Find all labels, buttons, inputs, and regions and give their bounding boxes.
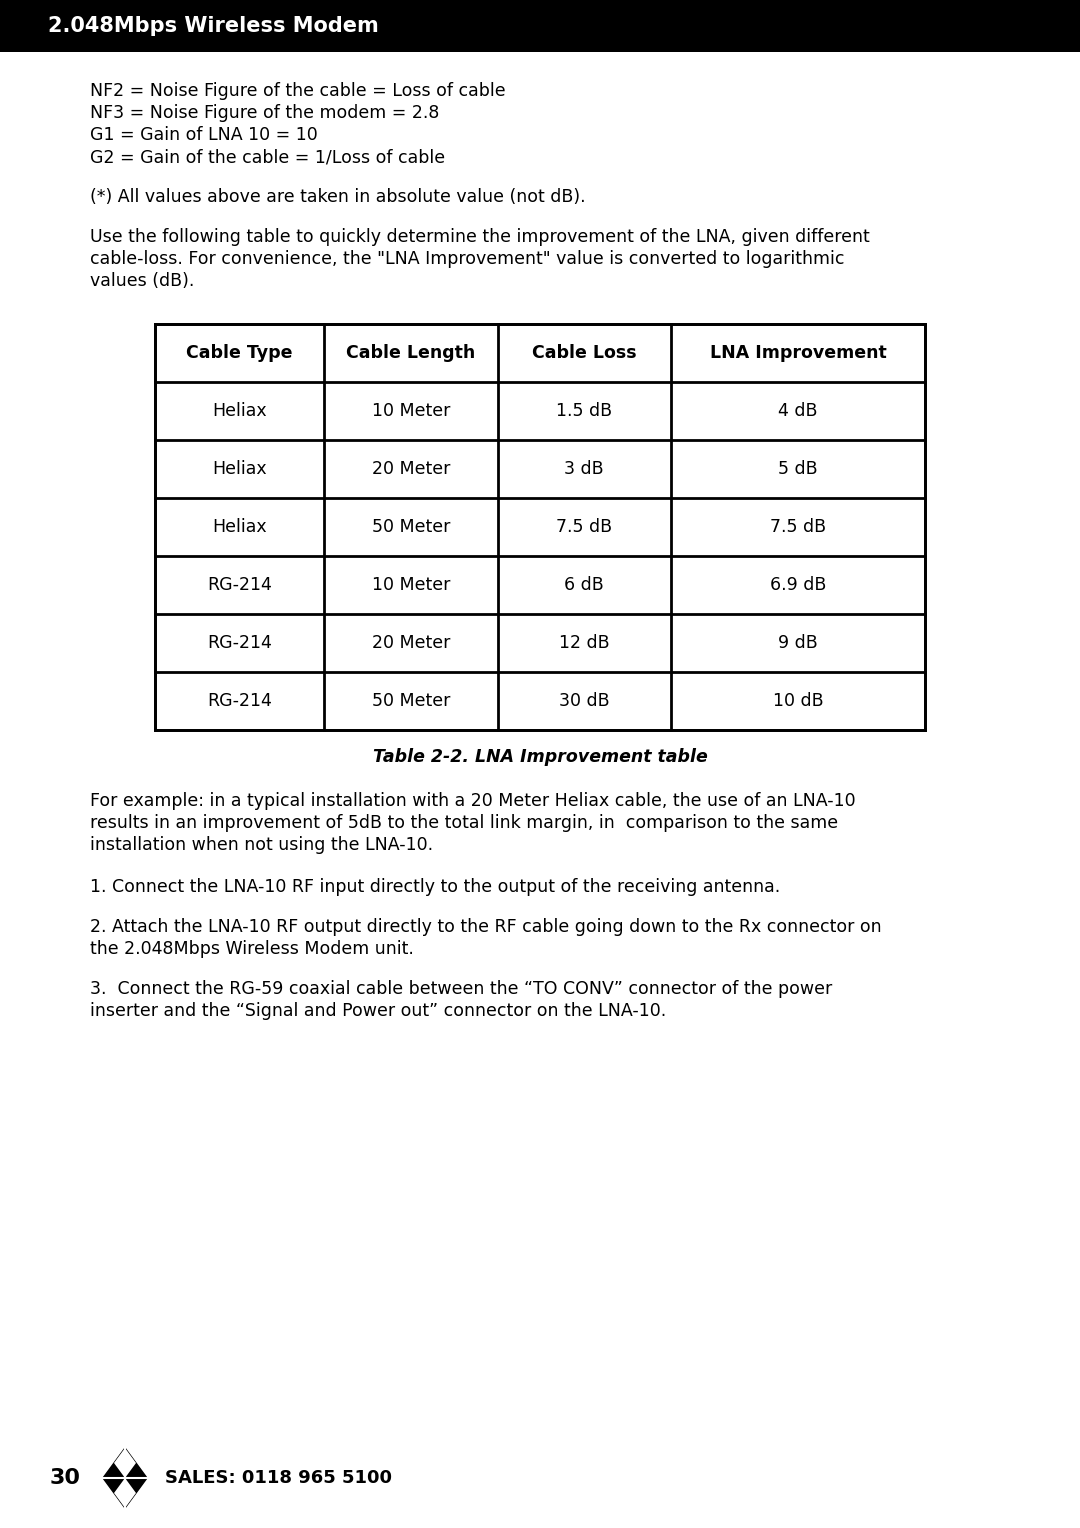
Text: 3 dB: 3 dB	[565, 460, 604, 478]
Text: Cable Length: Cable Length	[347, 344, 475, 362]
Text: 1. Connect the LNA-10 RF input directly to the output of the receiving antenna.: 1. Connect the LNA-10 RF input directly …	[90, 879, 780, 895]
Text: results in an improvement of 5dB to the total link margin, in  comparison to the: results in an improvement of 5dB to the …	[90, 814, 838, 833]
Text: 7.5 dB: 7.5 dB	[556, 518, 612, 536]
Text: 30 dB: 30 dB	[559, 692, 609, 711]
Text: SALES: 0118 965 5100: SALES: 0118 965 5100	[165, 1468, 392, 1487]
Bar	[0, 0, 1080, 52]
Text: G2 = Gain of the cable = 1/Loss of cable: G2 = Gain of the cable = 1/Loss of cable	[90, 148, 445, 167]
Text: RG-214: RG-214	[207, 634, 272, 652]
Text: 20 Meter: 20 Meter	[372, 634, 450, 652]
Text: 30: 30	[50, 1468, 81, 1488]
Text: NF3 = Noise Figure of the modem = 2.8: NF3 = Noise Figure of the modem = 2.8	[90, 104, 440, 122]
Text: 7.5 dB: 7.5 dB	[770, 518, 826, 536]
Text: installation when not using the LNA-10.: installation when not using the LNA-10.	[90, 836, 433, 854]
Text: 1.5 dB: 1.5 dB	[556, 402, 612, 420]
Text: Cable Loss: Cable Loss	[532, 344, 636, 362]
Text: 4 dB: 4 dB	[779, 402, 818, 420]
Text: 9 dB: 9 dB	[778, 634, 818, 652]
Text: LNA Improvement: LNA Improvement	[710, 344, 887, 362]
Text: For example: in a typical installation with a 20 Meter Heliax cable, the use of : For example: in a typical installation w…	[90, 792, 855, 810]
Polygon shape	[114, 1478, 136, 1508]
Text: inserter and the “Signal and Power out” connector on the LNA-10.: inserter and the “Signal and Power out” …	[90, 1002, 666, 1021]
Bar	[156, 324, 924, 730]
Text: 10 Meter: 10 Meter	[372, 576, 450, 594]
Text: values (dB).: values (dB).	[90, 272, 194, 290]
Text: 20 Meter: 20 Meter	[372, 460, 450, 478]
Text: 50 Meter: 50 Meter	[372, 518, 450, 536]
Text: NF2 = Noise Figure of the cable = Loss of cable: NF2 = Noise Figure of the cable = Loss o…	[90, 83, 505, 99]
Text: 2.048Mbps Wireless Modem: 2.048Mbps Wireless Modem	[48, 15, 379, 37]
Text: Cable Type: Cable Type	[187, 344, 293, 362]
Text: Use the following table to quickly determine the improvement of the LNA, given d: Use the following table to quickly deter…	[90, 228, 869, 246]
Text: 10 dB: 10 dB	[772, 692, 823, 711]
Text: RG-214: RG-214	[207, 692, 272, 711]
Text: G1 = Gain of LNA 10 = 10: G1 = Gain of LNA 10 = 10	[90, 125, 318, 144]
Text: 5 dB: 5 dB	[778, 460, 818, 478]
Polygon shape	[103, 1449, 147, 1508]
Text: 6 dB: 6 dB	[565, 576, 604, 594]
Text: 2. Attach the LNA-10 RF output directly to the RF cable going down to the Rx con: 2. Attach the LNA-10 RF output directly …	[90, 918, 881, 937]
Text: (*) All values above are taken in absolute value (not dB).: (*) All values above are taken in absolu…	[90, 188, 585, 206]
Text: Table 2-2. LNA Improvement table: Table 2-2. LNA Improvement table	[373, 749, 707, 766]
Text: RG-214: RG-214	[207, 576, 272, 594]
Text: Heliax: Heliax	[213, 460, 267, 478]
Text: 6.9 dB: 6.9 dB	[770, 576, 826, 594]
Text: Heliax: Heliax	[213, 518, 267, 536]
Text: the 2.048Mbps Wireless Modem unit.: the 2.048Mbps Wireless Modem unit.	[90, 940, 414, 958]
Text: Heliax: Heliax	[213, 402, 267, 420]
Text: 50 Meter: 50 Meter	[372, 692, 450, 711]
Text: 10 Meter: 10 Meter	[372, 402, 450, 420]
Text: cable-loss. For convenience, the "LNA Improvement" value is converted to logarit: cable-loss. For convenience, the "LNA Im…	[90, 251, 845, 267]
Text: 3.  Connect the RG-59 coaxial cable between the “TO CONV” connector of the power: 3. Connect the RG-59 coaxial cable betwe…	[90, 979, 833, 998]
Text: 12 dB: 12 dB	[559, 634, 609, 652]
Polygon shape	[114, 1449, 136, 1478]
